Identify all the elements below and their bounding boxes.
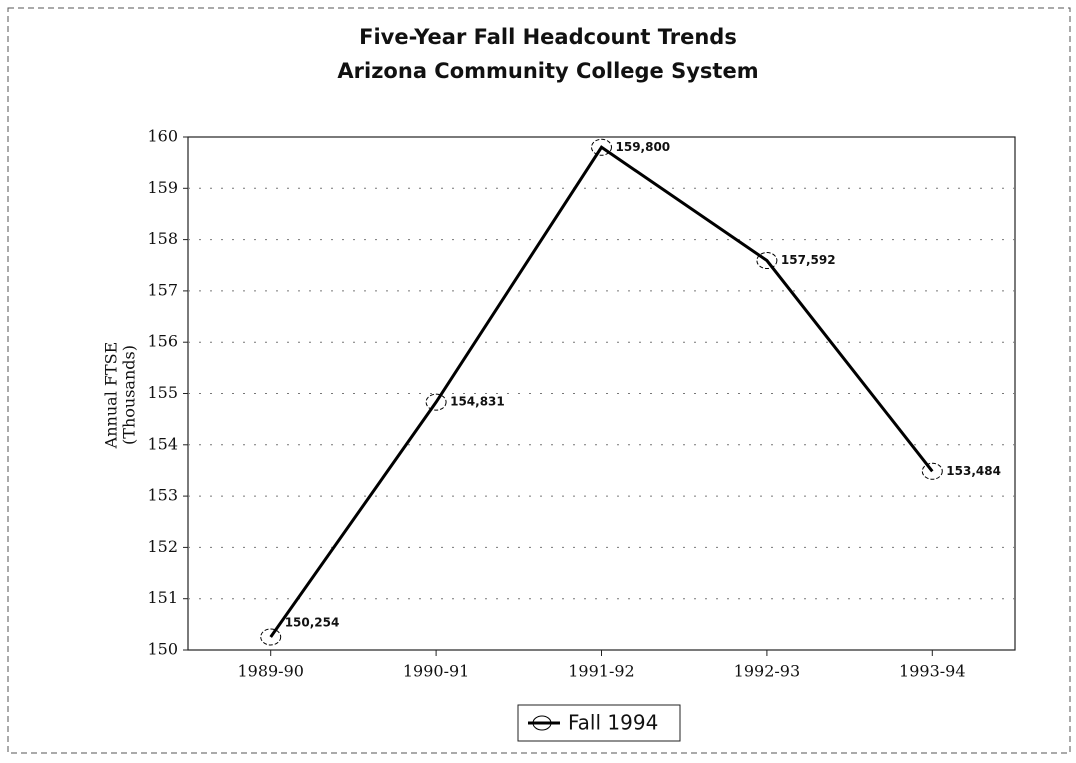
y-tick-label: 160	[147, 127, 178, 146]
x-tick-label: 1992-93	[734, 662, 800, 681]
frame	[7, 7, 1071, 754]
y-tick-label: 159	[147, 178, 178, 197]
data-label: 150,254	[285, 615, 340, 629]
y-tick-label: 152	[147, 537, 178, 556]
y-tick-label: 154	[147, 434, 178, 453]
point-marker	[756, 252, 778, 270]
y-tick-label: 158	[147, 229, 178, 248]
point-marker	[425, 393, 447, 411]
y-tick-label: 155	[147, 383, 178, 402]
chart-subtitle: Arizona Community College System	[337, 59, 758, 83]
point-marker	[260, 628, 282, 646]
point-marker	[591, 138, 612, 156]
y-tick-label: 157	[147, 280, 178, 299]
y-tick-label: 153	[147, 486, 178, 505]
point-marker	[921, 462, 943, 480]
series-line	[269, 145, 934, 638]
data-label: 154,831	[450, 395, 505, 409]
x-tick-label: 1991-92	[568, 662, 634, 681]
chart-title: Five-Year Fall Headcount Trends	[359, 25, 737, 49]
y-axis-label: (Thousands)	[120, 345, 139, 445]
data-label: 157,592	[781, 253, 836, 267]
legend-marker	[532, 715, 552, 731]
y-tick-label: 151	[147, 588, 178, 607]
y-axis-label: Annual FTSE	[102, 342, 121, 450]
y-tick-label: 150	[147, 640, 178, 659]
x-tick-label: 1990-91	[403, 662, 469, 681]
y-tick-label: 156	[147, 332, 178, 351]
legend-label: Fall 1994	[568, 711, 658, 735]
data-label: 159,800	[616, 140, 671, 154]
x-tick-label: 1993-94	[899, 662, 965, 681]
plot-area	[187, 136, 1016, 651]
x-tick-label: 1989-90	[237, 662, 303, 681]
data-label: 153,484	[946, 464, 1001, 478]
